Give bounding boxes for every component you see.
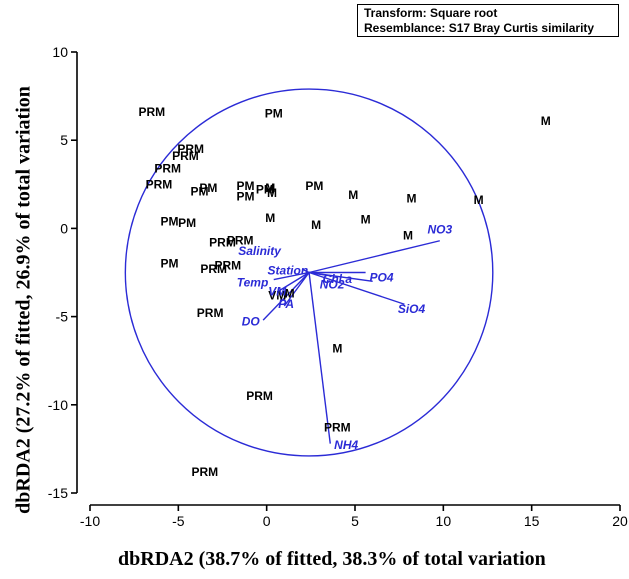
x-axis-title: dbRDA2 (38.7% of fitted, 38.3% of total … <box>118 548 546 570</box>
vector-label-vm: VM <box>268 284 287 298</box>
vector-line-vm <box>276 271 310 293</box>
point-label: PRM <box>209 236 236 250</box>
point-label: M <box>407 191 417 205</box>
point-label: PRM <box>324 421 351 435</box>
vector-line-po4 <box>308 271 373 283</box>
vector-label-pa: PA <box>278 297 294 311</box>
x-tick-label: 5 <box>351 513 359 529</box>
point-label: M <box>265 211 275 225</box>
point-label: M <box>332 341 342 355</box>
vector-line-temp <box>273 271 310 281</box>
point-label: M <box>311 218 321 232</box>
point-label: PRM <box>172 149 199 163</box>
point-label: PM <box>265 107 283 121</box>
point-label: VM <box>268 288 286 302</box>
vector-label-station: Station <box>268 263 309 277</box>
vector-label-nh4: NH4 <box>334 438 358 452</box>
point-label: PRM <box>214 258 241 272</box>
y-axis-title: dbRDA2 (27.2% of fitted, 26.9% of total … <box>12 86 35 514</box>
point-label: PRM <box>154 161 181 175</box>
resemblance-label: Resemblance: S17 Bray Curtis similarity <box>364 21 595 35</box>
point-label: PM <box>305 179 323 193</box>
x-tick-label: -5 <box>172 513 185 529</box>
y-tick-label: 10 <box>52 44 68 60</box>
point-label: PM <box>236 190 254 204</box>
point-label: PM <box>161 214 179 228</box>
point-label: M <box>267 186 277 200</box>
point-label: PM <box>236 179 254 193</box>
point-label: PM <box>178 216 196 230</box>
point-label: PM <box>191 184 209 198</box>
vector-line-no3 <box>308 240 440 274</box>
point-label: PM <box>199 181 217 195</box>
x-tick-label: 0 <box>263 513 271 529</box>
y-tick-label: 0 <box>60 220 68 236</box>
point-label: PRM <box>246 389 273 403</box>
vector-line-sio4 <box>308 271 405 305</box>
point-label: PRM <box>200 262 227 276</box>
vector-label-no2: NO2 <box>320 277 345 291</box>
vector-line-pa <box>283 272 310 307</box>
x-tick-label: -10 <box>80 513 100 529</box>
vector-line-salinity <box>301 268 310 274</box>
transform-legend-box: Transform: Square root Resemblance: S17 … <box>357 4 619 37</box>
vector-label-po4: PO4 <box>369 270 393 284</box>
vector-label-salinity: Salinity <box>238 244 282 258</box>
x-tick-label: 20 <box>612 513 628 529</box>
point-label: M <box>285 287 295 301</box>
point-label: M <box>541 114 551 128</box>
point-label: PM <box>256 183 274 197</box>
y-tick-label: 5 <box>60 132 68 148</box>
point-label: M <box>403 228 413 242</box>
x-tick-label: 10 <box>436 513 452 529</box>
y-tick-label: -15 <box>48 485 68 501</box>
vector-label-sio4: SiO4 <box>398 302 426 316</box>
vector-label-temp: Temp <box>237 276 269 290</box>
correlation-circle <box>124 88 494 457</box>
vector-line-nh4 <box>308 272 331 444</box>
point-label: PRM <box>146 177 173 191</box>
point-label: PRM <box>227 234 254 248</box>
point-label: M <box>348 188 358 202</box>
point-label: M <box>474 193 484 207</box>
transform-label: Transform: Square root <box>364 6 498 20</box>
point-label: M <box>361 213 371 227</box>
x-tick-label: 15 <box>524 513 540 529</box>
point-label: PM <box>161 257 179 271</box>
point-label: M <box>265 181 275 195</box>
point-label: PRM <box>197 306 224 320</box>
point-label: PRM <box>191 465 218 479</box>
point-label: PRM <box>177 142 204 156</box>
vector-label-no3: NO3 <box>427 223 452 237</box>
vector-label-chl-a: Chl a <box>323 272 353 286</box>
y-tick-label: -10 <box>48 397 68 413</box>
vector-label-do: DO <box>242 314 261 328</box>
vector-line-do <box>262 272 310 321</box>
point-label: PRM <box>138 105 165 119</box>
y-tick-label: -5 <box>56 309 69 325</box>
